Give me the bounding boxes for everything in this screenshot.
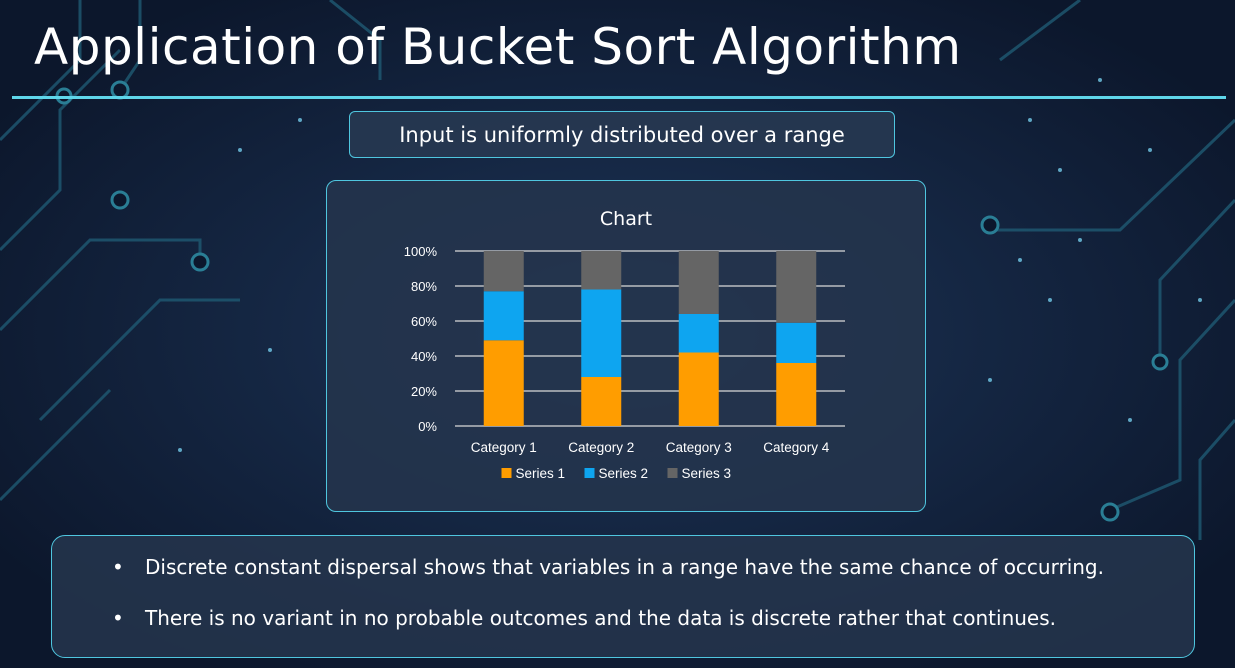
subtitle-text: Input is uniformly distributed over a ra… — [399, 122, 845, 147]
subtitle-box: Input is uniformly distributed over a ra… — [349, 111, 895, 158]
y-tick-label: 40% — [411, 349, 437, 364]
y-tick-label: 20% — [411, 384, 437, 399]
x-tick-label: Category 3 — [666, 440, 732, 455]
bar-segment — [581, 377, 622, 426]
legend-swatch — [501, 468, 512, 478]
bullet-panel: • Discrete constant dispersal shows that… — [51, 535, 1195, 658]
bullet-marker: • — [112, 606, 124, 630]
x-tick-label: Category 4 — [763, 440, 830, 455]
bar-segment — [776, 322, 817, 363]
stacked-bar-chart: Chart 0%20%40%60%80%100% Category 1 Categ… — [404, 208, 845, 481]
bar-segment — [483, 251, 524, 292]
bullet-marker: • — [112, 555, 124, 579]
bar-segment — [776, 363, 817, 426]
y-tick-label: 60% — [411, 314, 437, 329]
bar-segment — [581, 289, 622, 377]
chart-bars — [483, 251, 817, 426]
bar-segment — [678, 314, 719, 353]
legend-label: Series 2 — [599, 466, 649, 481]
legend-label: Series 1 — [516, 466, 566, 481]
chart-panel: Chart 0% 20% 40% 60% 80% 100% Category 1 Categ… — [326, 180, 926, 512]
bar-segment — [678, 352, 719, 426]
bar-segment — [483, 340, 524, 426]
bullet-text: There is no variant in no probable outco… — [145, 606, 1056, 630]
chart-title: Chart — [600, 208, 652, 230]
legend-swatch — [584, 468, 595, 478]
bullet-text: Discrete constant dispersal shows that v… — [145, 555, 1104, 579]
chart-legend: Series 1 Series 2 Series 3 — [501, 466, 732, 481]
x-tick-label: Category 1 — [471, 440, 537, 455]
bar-segment — [678, 251, 719, 314]
x-tick-label: Category 2 — [568, 440, 634, 455]
slide-title: Application of Bucket Sort Algorithm — [34, 18, 962, 76]
legend-swatch — [667, 468, 678, 478]
y-tick-label: 100% — [404, 244, 438, 259]
bar-segment — [483, 291, 524, 341]
bar-segment — [581, 251, 622, 290]
chart-y-axis: 0% 20% 40% 60% 80% 100% — [404, 244, 438, 434]
title-divider — [12, 96, 1226, 99]
chart-x-axis: Category 1 Category 2 Category 3 Category 4 — [471, 440, 830, 455]
legend-label: Series 3 — [682, 466, 732, 481]
bar-segment — [776, 251, 817, 323]
y-tick-label: 80% — [411, 279, 437, 294]
y-tick-label: 0% — [418, 419, 437, 434]
